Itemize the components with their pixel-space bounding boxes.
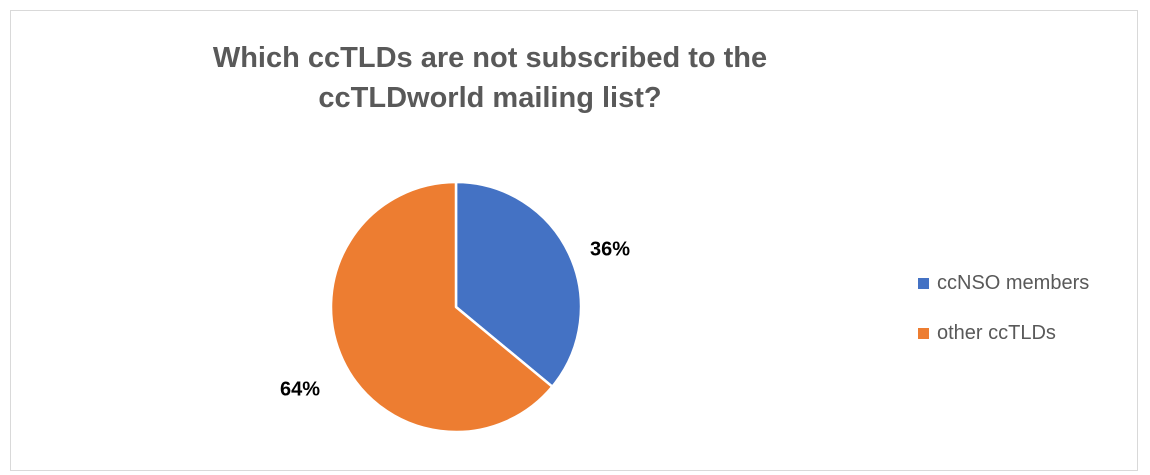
pie-labels: 36% 64% [280,238,630,400]
legend-swatch-ccnso-members [918,277,929,289]
legend-swatch-other-cctlds [918,327,929,339]
legend-label-other-cctlds: other ccTLDs [937,321,1056,344]
data-label-other-cctlds: 64% [280,378,320,400]
pie-slice-other-cctlds [329,180,554,434]
legend: ccNSO members other ccTLDs [918,270,1089,370]
chart-title: Which ccTLDs are not subscribed to the c… [212,42,768,114]
legend-item-other-cctlds: other ccTLDs [918,320,1089,346]
legend-item-ccnso-members: ccNSO members [918,270,1089,296]
data-label-ccnso-members: 36% [590,238,630,260]
pie-slice-ccnso-members [454,180,583,388]
chart-frame [10,10,1138,471]
pie-slices [329,180,583,434]
legend-label-ccnso-members: ccNSO members [937,271,1090,294]
